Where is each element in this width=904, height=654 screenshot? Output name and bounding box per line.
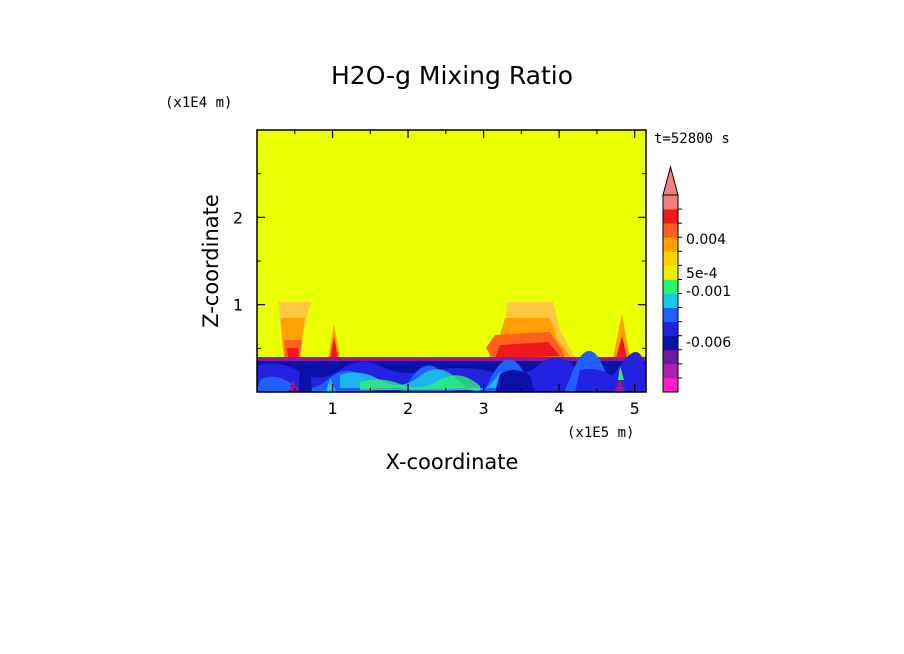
colorbar-segment: [663, 335, 678, 351]
colorbar-segment: [663, 377, 678, 393]
colorbar-segment: [663, 265, 678, 280]
colorbar-segment: [663, 223, 678, 238]
y-tick-label: 2: [233, 208, 243, 227]
colorbar: 0.004 5e-4 -0.001 -0.006: [662, 165, 731, 393]
plot-area: [257, 130, 646, 392]
y-tick-label: 1: [233, 296, 243, 315]
x-scale-label: (x1E5 m): [567, 425, 634, 441]
colorbar-label: 0.004: [686, 232, 726, 248]
y-scale-label: (x1E4 m): [165, 95, 232, 111]
colorbar-label: -0.006: [686, 335, 731, 351]
x-tick-label: 3: [479, 399, 489, 418]
y-axis-label: Z-coordinate: [199, 194, 223, 328]
x-tick-label: 1: [327, 399, 337, 418]
colorbar-segment: [663, 363, 678, 379]
colorbar-segment: [663, 349, 678, 365]
plume-2: [486, 302, 575, 358]
colorbar-segment: [663, 321, 678, 337]
colorbar-segment: [663, 237, 678, 252]
colorbar-segment: [663, 293, 678, 308]
time-label: t=52800 s: [654, 131, 730, 147]
colorbar-segment: [663, 307, 678, 323]
x-tick-label: 2: [403, 399, 413, 418]
x-tick-label: 5: [630, 399, 640, 418]
x-tick-label: 4: [554, 399, 564, 418]
chart-title: H2O-g Mixing Ratio: [331, 61, 573, 90]
background-field: [257, 130, 646, 392]
lower-layer: [257, 350, 646, 392]
colorbar-label: 5e-4: [686, 266, 718, 282]
plume-1: [278, 302, 311, 358]
spike-2: [613, 314, 630, 358]
colorbar-label: -0.001: [686, 284, 731, 300]
spike-1: [328, 324, 340, 358]
x-axis-label: X-coordinate: [386, 450, 519, 474]
x-axis: 1 2 3 4 5: [294, 130, 640, 418]
y-axis: 12: [233, 173, 646, 349]
colorbar-segment: [663, 195, 678, 210]
colorbar-arrow: [662, 165, 679, 196]
colorbar-segment: [663, 279, 678, 294]
colorbar-segment: [663, 251, 678, 266]
colorbar-segment: [663, 209, 678, 224]
